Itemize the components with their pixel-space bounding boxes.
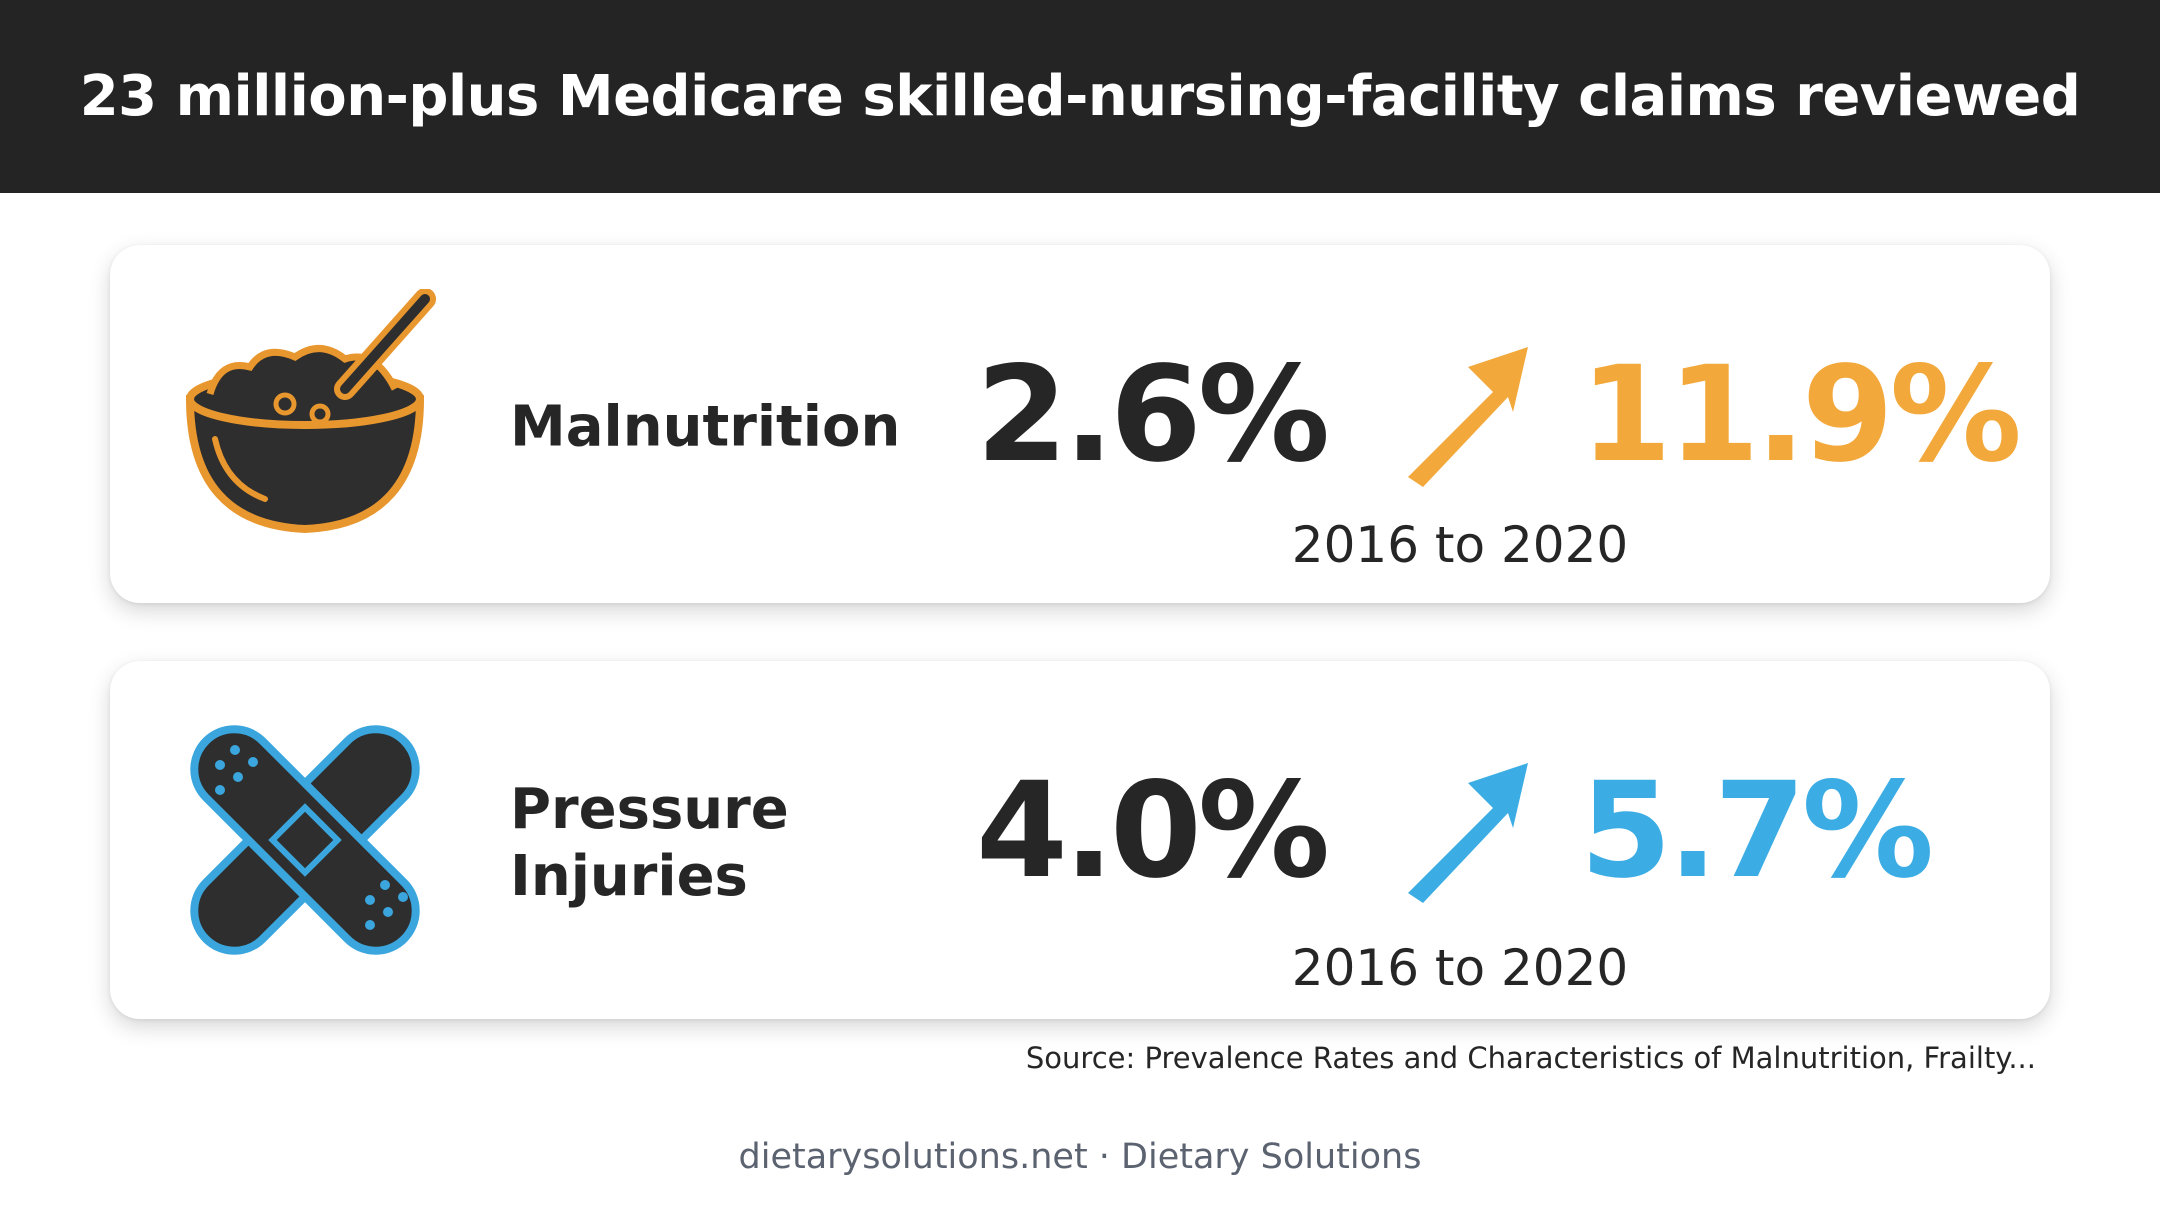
source: Source: Prevalence Rates and Characteris… (1025, 1041, 2036, 1075)
up-arrow (1408, 347, 1528, 487)
bowl-icon (185, 289, 436, 534)
from-value: 2.6% (976, 338, 1330, 492)
up-arrow (1408, 763, 1528, 903)
stat-card: Malnutrition 2.6% 11.9% 2016 to 2020 (110, 245, 2050, 603)
to-value: 5.7% (1580, 754, 1934, 908)
footer: dietarysolutions.net · Dietary Solutions (738, 1137, 1422, 1177)
label: Pressure Injuries (510, 776, 789, 909)
period: 2016 to 2020 (1291, 939, 1629, 997)
label: Malnutrition (510, 394, 901, 460)
to-value: 11.9% (1580, 338, 2022, 492)
period: 2016 to 2020 (1291, 516, 1629, 574)
title: 23 million-plus Medicare skilled-nursing… (79, 64, 2081, 129)
bandage-icon (190, 725, 420, 955)
header: 23 million-plus Medicare skilled-nursing… (0, 0, 2160, 193)
stat-card: Pressure Injuries 4.0% 5.7% 2016 to 2020 (110, 661, 2050, 1019)
from-value: 4.0% (976, 754, 1330, 908)
